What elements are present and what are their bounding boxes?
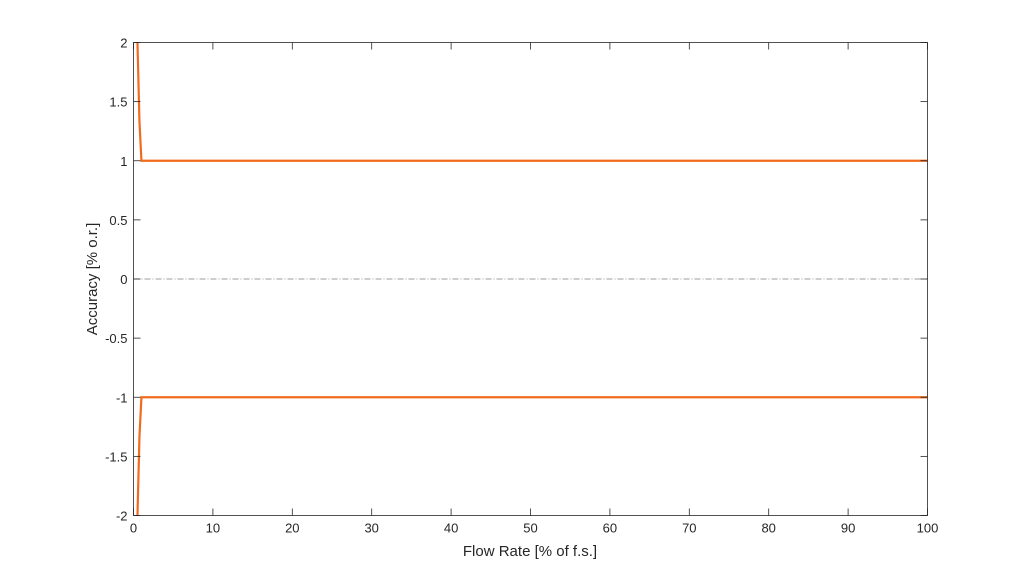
y-tick-label: -1.5 bbox=[105, 449, 127, 464]
y-tick-label: 1 bbox=[120, 154, 127, 169]
y-tick-label: 1.5 bbox=[109, 95, 127, 110]
x-tick-label: 90 bbox=[841, 521, 855, 536]
x-tick-label: 100 bbox=[917, 521, 939, 536]
y-tick-label: 0.5 bbox=[109, 213, 127, 228]
x-tick-label: 30 bbox=[364, 521, 378, 536]
x-tick-label: 0 bbox=[130, 521, 137, 536]
y-tick-label: -1 bbox=[116, 390, 128, 405]
y-tick-label: -0.5 bbox=[105, 331, 127, 346]
upper-accuracy-line bbox=[136, 42, 928, 162]
x-axis-label: Flow Rate [% of f.s.] bbox=[463, 543, 597, 560]
x-tick-label: 50 bbox=[523, 521, 537, 536]
x-tick-label: 40 bbox=[444, 521, 458, 536]
y-tick-label: 2 bbox=[120, 36, 127, 51]
x-tick-label: 10 bbox=[206, 521, 220, 536]
lower-accuracy-line bbox=[136, 396, 928, 516]
y-axis-label: Accuracy [% o.r.] bbox=[84, 223, 101, 336]
x-tick-label: 70 bbox=[682, 521, 696, 536]
y-tick-label: -2 bbox=[116, 509, 128, 524]
y-tick-label: 0 bbox=[120, 272, 127, 287]
x-tick-label: 60 bbox=[603, 521, 617, 536]
x-tick-label: 80 bbox=[761, 521, 775, 536]
x-tick-label: 20 bbox=[285, 521, 299, 536]
